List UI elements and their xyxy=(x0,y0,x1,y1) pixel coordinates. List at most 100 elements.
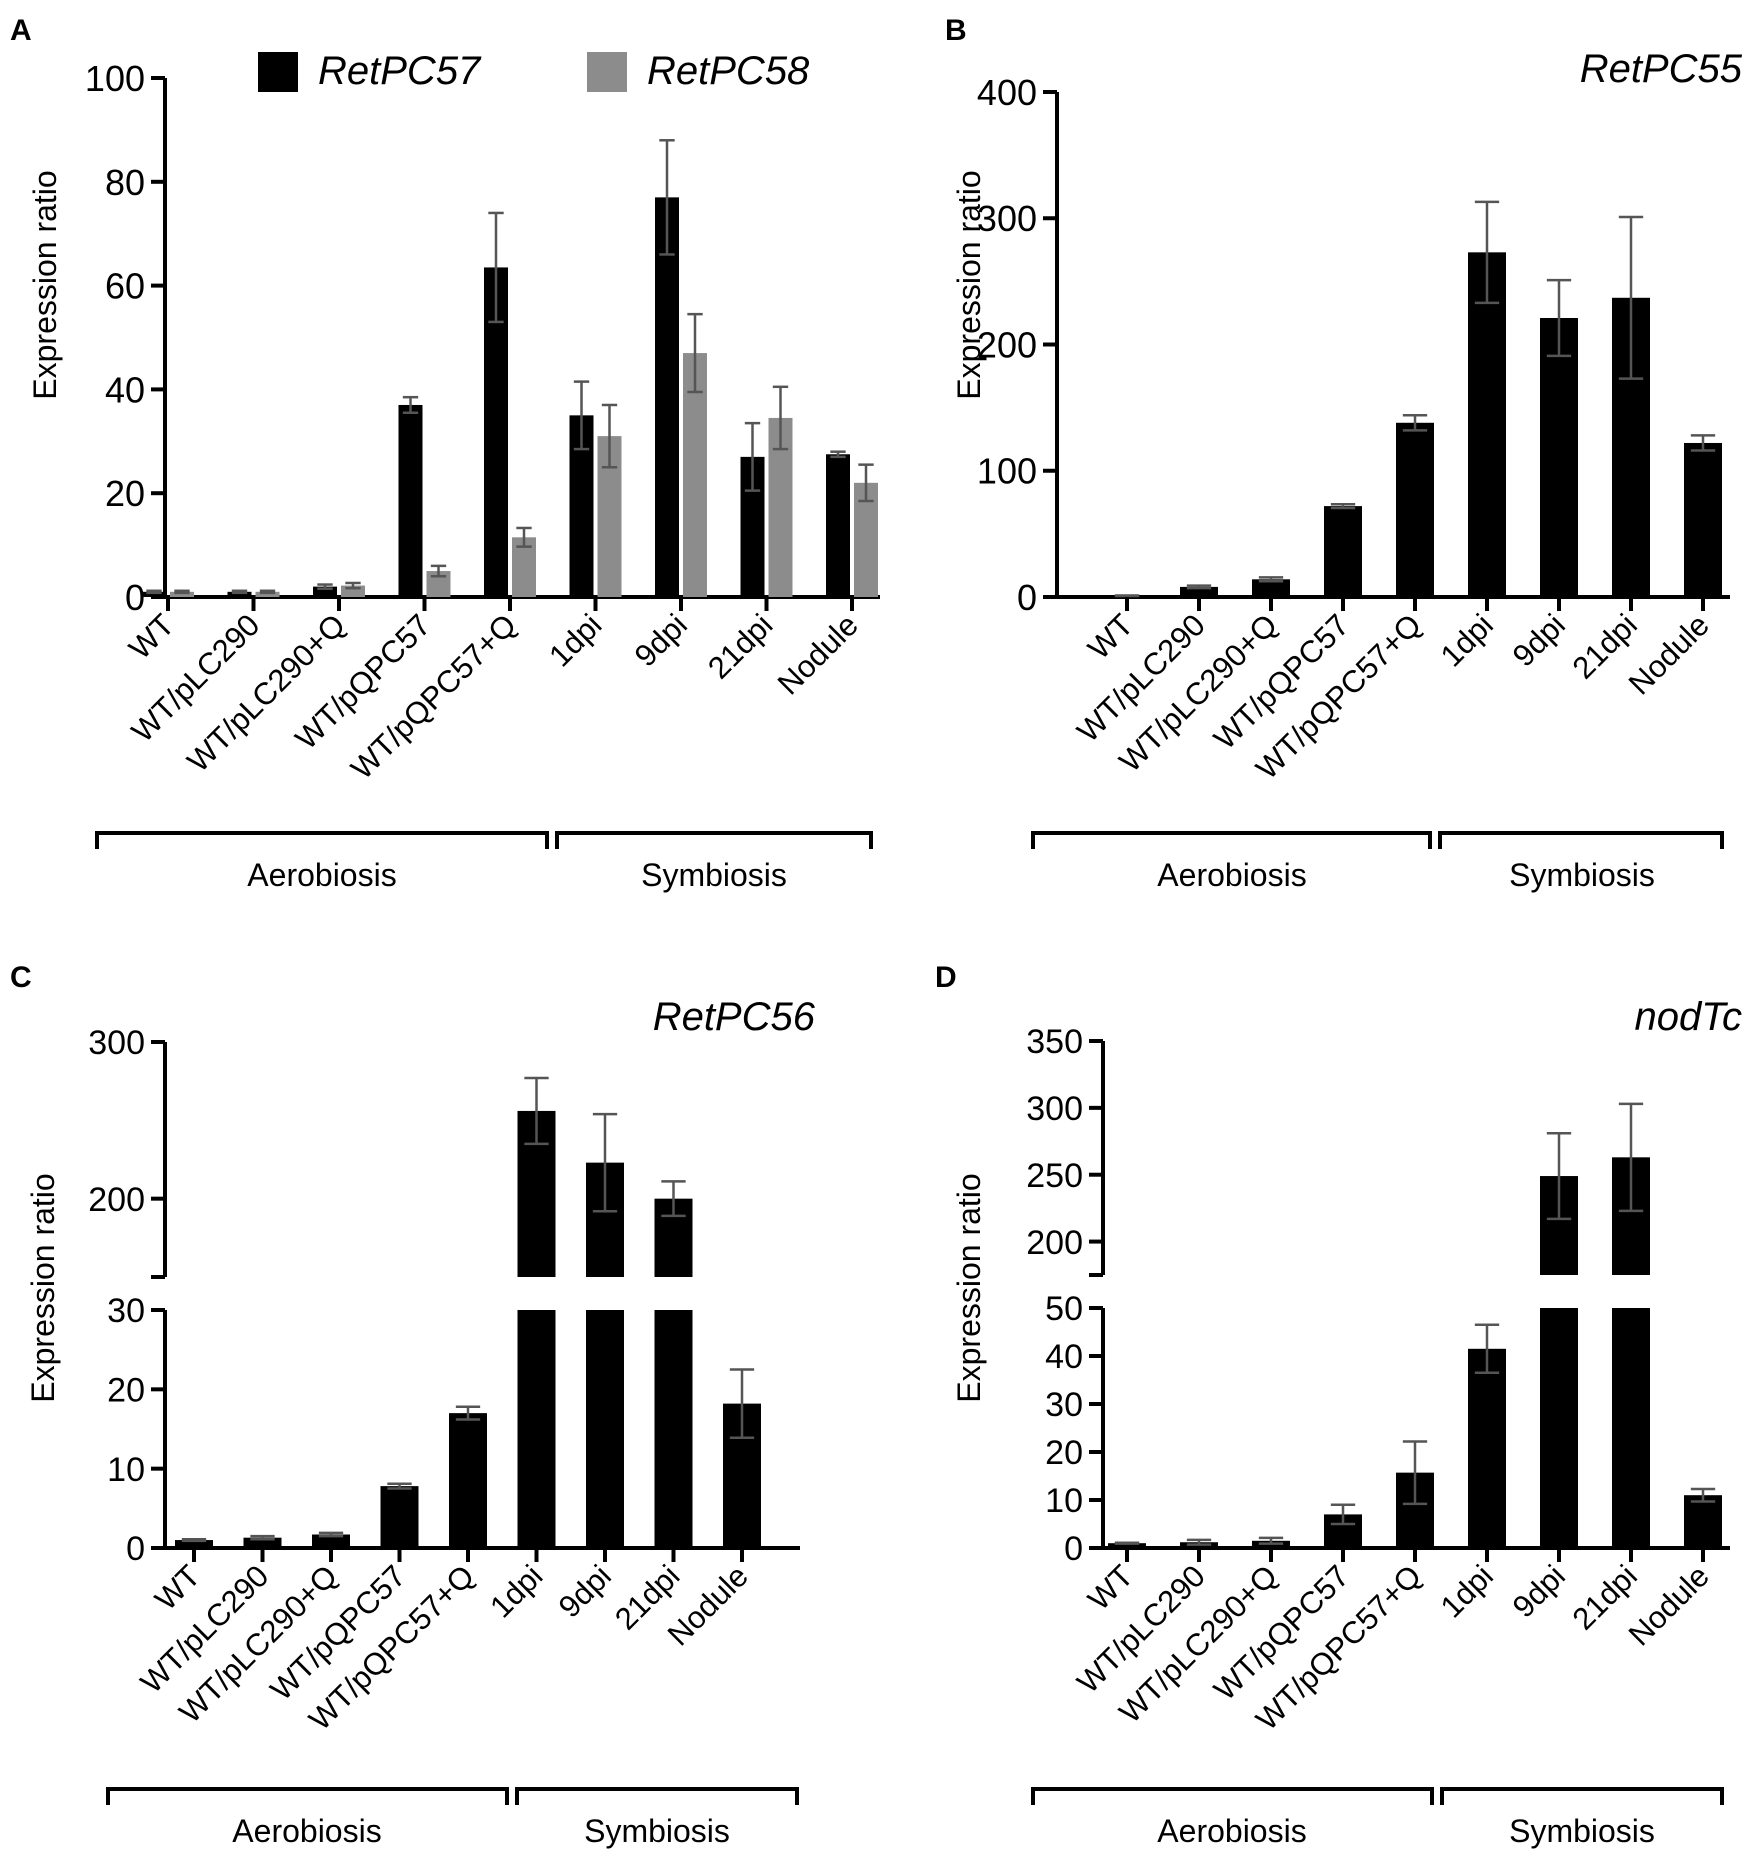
bar xyxy=(1540,317,1578,597)
y-tick-label: 0 xyxy=(1064,1530,1083,1568)
error-bar xyxy=(524,1076,549,1146)
y-tick-label: 30 xyxy=(1045,1386,1083,1424)
group-label-symbiosis: Symbiosis xyxy=(1509,1813,1655,1849)
x-tick-label: WT xyxy=(1081,1558,1140,1617)
x-tick-label: 9dpi xyxy=(552,1558,618,1624)
y-axis-label: Expression ratio xyxy=(27,170,63,399)
bar xyxy=(1396,422,1434,597)
bar xyxy=(313,586,337,597)
group-bracket-symbiosis: Symbiosis xyxy=(555,831,873,893)
error-bar xyxy=(1402,413,1428,432)
y-tick-label: 80 xyxy=(105,162,145,203)
chart-title: RetPC56 xyxy=(653,995,816,1039)
y-tick-label: 300 xyxy=(977,198,1037,239)
error-bar xyxy=(1114,1541,1140,1545)
y-tick-label: 10 xyxy=(1045,1482,1083,1520)
chart-title: nodTc xyxy=(1635,995,1743,1039)
bar xyxy=(170,591,194,597)
legend-swatch-retpc58 xyxy=(587,52,627,92)
error-bar xyxy=(345,581,361,590)
x-tick-label: 9dpi xyxy=(1506,607,1572,673)
error-bar xyxy=(661,1180,686,1218)
y-tick-label: 0 xyxy=(126,1530,145,1568)
bar xyxy=(1108,1543,1146,1548)
panel-label: B xyxy=(945,14,967,47)
legend-label-retpc58: RetPC58 xyxy=(647,49,810,93)
x-tick-label: WT xyxy=(148,1558,207,1617)
error-bar xyxy=(592,1112,618,1213)
group-bracket-symbiosis: Symbiosis xyxy=(1440,1787,1724,1849)
bar xyxy=(449,1413,487,1548)
error-bar xyxy=(318,1531,344,1538)
y-tick-label: 20 xyxy=(107,1372,145,1410)
bar xyxy=(655,197,679,597)
group-bracket-aerobiosis: Aerobiosis xyxy=(95,831,549,893)
y-axis-label: Expression ratio xyxy=(951,1173,987,1402)
error-bar xyxy=(1474,200,1500,305)
group-label-symbiosis: Symbiosis xyxy=(641,857,787,893)
error-bar xyxy=(1402,1440,1428,1506)
y-tick-label: 20 xyxy=(1045,1434,1083,1472)
panel-label: C xyxy=(10,961,32,994)
error-bar xyxy=(1258,1536,1284,1545)
x-tick-label: Nodule xyxy=(1622,607,1716,701)
y-tick-label: 200 xyxy=(1026,1224,1083,1262)
error-bar xyxy=(1186,1538,1212,1546)
error-bar xyxy=(516,526,532,548)
error-bar xyxy=(402,395,419,415)
y-tick-label: 400 xyxy=(977,72,1037,113)
error-bar xyxy=(250,1534,275,1541)
error-bar xyxy=(174,589,190,595)
error-bar xyxy=(455,1405,481,1421)
bar xyxy=(312,1534,350,1548)
bar xyxy=(826,454,850,597)
x-tick-label: 1dpi xyxy=(483,1558,549,1624)
error-bar xyxy=(1474,1323,1500,1375)
y-axis-label: Expression ratio xyxy=(25,1173,61,1402)
plot-area: 01020304050200250300350WTWT/pLC290WT/pLC… xyxy=(1026,1023,1730,1737)
bar xyxy=(1324,506,1362,597)
y-tick-label: 40 xyxy=(1045,1338,1083,1376)
y-tick-label: 10 xyxy=(107,1451,145,1489)
bar xyxy=(175,1540,213,1548)
bar xyxy=(1252,579,1290,597)
bar xyxy=(1540,1308,1578,1548)
error-bar xyxy=(1258,576,1284,583)
error-bar xyxy=(1330,1503,1356,1526)
panel-d: D nodTc Expression ratio 0 10 20 30 40 50 200 2… xyxy=(935,961,1742,1849)
bar xyxy=(380,1486,419,1548)
x-tick-label: Nodule xyxy=(1622,1558,1716,1652)
error-bar xyxy=(1546,1132,1572,1221)
y-tick-label: 250 xyxy=(1026,1157,1083,1195)
bar xyxy=(227,591,252,597)
y-tick-label: 30 xyxy=(107,1292,145,1330)
error-bar xyxy=(1690,434,1716,452)
error-bar xyxy=(488,211,504,324)
y-tick-label: 200 xyxy=(977,324,1037,365)
error-bar xyxy=(573,380,590,451)
x-tick-label: 9dpi xyxy=(1506,1558,1572,1624)
y-tick-label: 200 xyxy=(88,1181,145,1219)
panel-c: C RetPC56 Expression ratio 0 10 20 30 200 300… xyxy=(10,961,816,1849)
y-tick-label: 60 xyxy=(105,266,145,307)
bar xyxy=(398,404,423,597)
group-label-aerobiosis: Aerobiosis xyxy=(232,1813,381,1849)
group-bracket-aerobiosis: Aerobiosis xyxy=(1031,1787,1434,1849)
bar xyxy=(341,585,365,597)
error-bar xyxy=(830,450,846,459)
x-tick-label: Nodule xyxy=(771,607,865,701)
bar xyxy=(1468,252,1506,597)
error-bar xyxy=(259,589,276,595)
y-tick-label: 20 xyxy=(105,473,145,514)
bar xyxy=(1684,442,1722,597)
group-label-symbiosis: Symbiosis xyxy=(1509,857,1655,893)
y-tick-label: 40 xyxy=(105,369,145,410)
bar xyxy=(683,353,707,597)
panel-label: D xyxy=(935,961,957,994)
group-label-symbiosis: Symbiosis xyxy=(584,1813,730,1849)
bar xyxy=(586,1310,624,1548)
x-tick-label: 9dpi xyxy=(628,607,694,673)
x-tick-label: 1dpi xyxy=(542,607,608,673)
x-tick-label: 1dpi xyxy=(1434,607,1500,673)
